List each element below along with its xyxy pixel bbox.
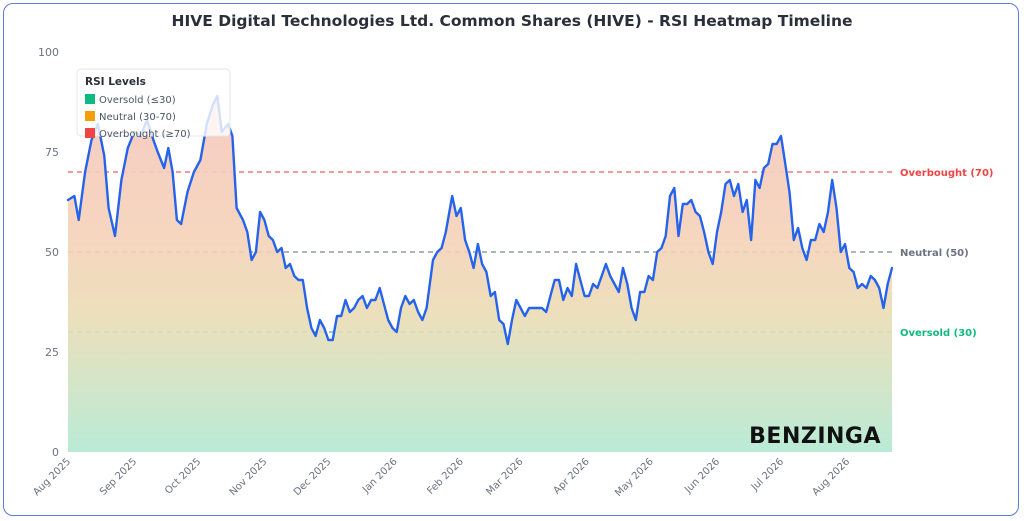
legend-item-label: Overbought (≥70) [99, 129, 191, 140]
y-tick-label: 75 [45, 146, 59, 159]
legend-swatch [85, 111, 95, 121]
x-tick-label: Jan 2026 [360, 456, 400, 496]
x-tick-label: Mar 2026 [484, 456, 525, 497]
x-tick-label: Jun 2026 [682, 456, 722, 496]
y-tick-label: 0 [52, 446, 59, 459]
y-tick-label: 50 [45, 246, 59, 259]
y-axis: 0 25 50 75 100 [38, 46, 59, 459]
rsi-line [66, 94, 894, 346]
legend-swatch [85, 128, 95, 138]
rsi-area-fill [68, 96, 892, 452]
benzinga-watermark: BENZINGA [749, 424, 881, 449]
reference-line-label: Oversold (30) [900, 328, 977, 339]
x-tick-label: May 2026 [613, 456, 656, 499]
x-tick-label: Nov 2025 [228, 456, 270, 498]
legend-swatch [85, 94, 95, 104]
x-tick-label: Dec 2025 [292, 456, 334, 498]
x-tick-label: Aug 2025 [31, 456, 73, 498]
legend-item-label: Oversold (≤30) [99, 95, 176, 106]
legend-item-label: Neutral (30-70) [99, 112, 176, 123]
x-axis: Aug 2025 Sep 2025 Oct 2025 Nov 2025 Dec 2025… [31, 456, 852, 499]
x-tick-label: Aug 2026 [810, 456, 852, 498]
x-tick-label: Oct 2025 [163, 456, 203, 496]
x-tick-label: Jul 2026 [749, 456, 786, 493]
chart-title: HIVE Digital Technologies Ltd. Common Sh… [172, 12, 853, 30]
reference-line-label: Overbought (70) [900, 168, 993, 179]
legend-box [76, 68, 231, 137]
legend: RSI Levels Oversold (≤30) Neutral (30-70)… [76, 68, 231, 140]
reference-line-label: Neutral (50) [900, 248, 969, 259]
x-tick-label: Apr 2026 [552, 456, 592, 496]
y-tick-label: 25 [45, 346, 59, 359]
legend-title: RSI Levels [85, 76, 146, 88]
x-tick-label: Sep 2025 [98, 456, 139, 497]
y-tick-label: 100 [38, 46, 59, 59]
x-tick-label: Feb 2026 [425, 456, 466, 497]
